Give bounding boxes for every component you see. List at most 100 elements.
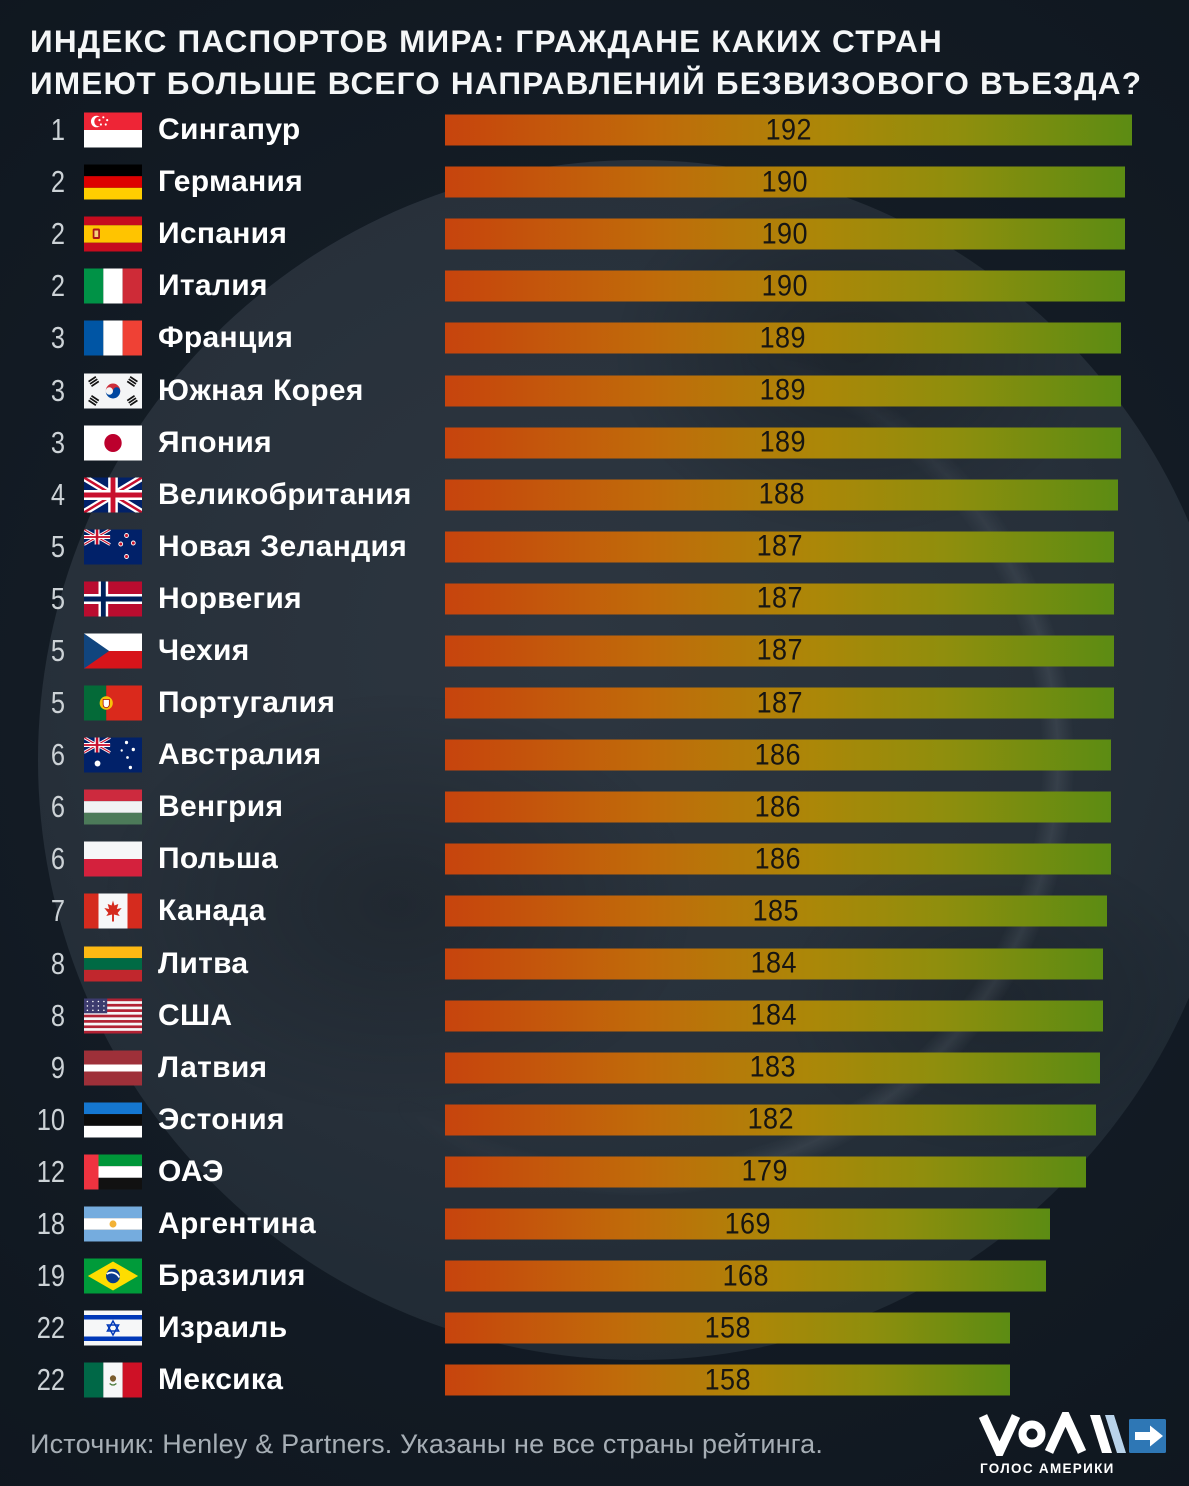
value-label: 169 bbox=[724, 1207, 771, 1241]
value-label: 189 bbox=[759, 373, 807, 407]
rank-label: 2 bbox=[50, 268, 65, 304]
title-line-2: ИМЕЮТ БОЛЬШЕ ВСЕГО НАПРАВЛЕНИЙ БЕЗВИЗОВО… bbox=[30, 65, 1143, 101]
value-label: 186 bbox=[754, 790, 801, 824]
chart-row: 5 Чехия 187 bbox=[0, 625, 1189, 677]
value-label: 185 bbox=[752, 894, 800, 928]
value-bar: 187 bbox=[445, 581, 1115, 615]
flag-ca-icon bbox=[84, 893, 142, 929]
country-label: Испания bbox=[158, 217, 288, 251]
chart-row: 2 Италия 190 bbox=[0, 260, 1189, 312]
flag-pt-icon bbox=[84, 685, 142, 721]
voa-logo-icon bbox=[978, 1412, 1166, 1456]
flag-es-icon bbox=[84, 216, 142, 252]
value-bar: 185 bbox=[445, 894, 1107, 928]
country-label: Бразилия bbox=[158, 1259, 306, 1293]
value-label: 184 bbox=[750, 998, 798, 1032]
flag-gb-icon bbox=[84, 477, 142, 513]
chart-row: 3 Южная Корея 189 bbox=[0, 364, 1189, 416]
value-bar: 158 bbox=[445, 1363, 1011, 1396]
chart-row: 22 Мексика 158 bbox=[0, 1354, 1189, 1406]
rank-label: 22 bbox=[36, 1310, 65, 1346]
rank-label: 2 bbox=[50, 164, 65, 200]
rank-label: 9 bbox=[50, 1049, 65, 1085]
flag-ae-icon bbox=[84, 1154, 142, 1190]
value-label: 168 bbox=[722, 1259, 769, 1293]
chart-row: 8 США 184 bbox=[0, 990, 1189, 1042]
flag-it-icon bbox=[84, 268, 142, 304]
flag-sg-icon bbox=[84, 112, 142, 148]
rank-label: 8 bbox=[50, 945, 65, 981]
country-label: Япония bbox=[158, 425, 272, 459]
source-note: Источник: Henley & Partners. Указаны не … bbox=[30, 1429, 824, 1459]
chart-row: 5 Португалия 187 bbox=[0, 677, 1189, 729]
rank-label: 5 bbox=[50, 528, 65, 564]
value-bar: 168 bbox=[445, 1259, 1047, 1293]
chart-row: 22 Израиль 158 bbox=[0, 1302, 1189, 1354]
chart-row: 3 Франция 189 bbox=[0, 312, 1189, 364]
rank-label: 3 bbox=[50, 372, 65, 408]
rank-label: 3 bbox=[50, 424, 65, 460]
rank-label: 18 bbox=[36, 1206, 65, 1242]
flag-br-icon bbox=[84, 1258, 142, 1294]
country-label: ОАЭ bbox=[158, 1154, 224, 1188]
value-bar: 184 bbox=[445, 998, 1104, 1032]
chart-row: 2 Германия 190 bbox=[0, 156, 1189, 208]
country-label: Португалия bbox=[158, 686, 336, 720]
country-label: Сингапур bbox=[158, 113, 301, 147]
bar-chart: 1 Сингапур 192 2 Германия 190 2 Испания 190 2 Итал… bbox=[0, 104, 1189, 1406]
rank-label: 12 bbox=[36, 1153, 65, 1189]
rank-label: 7 bbox=[50, 893, 65, 929]
country-label: Израиль bbox=[158, 1311, 288, 1345]
value-bar: 187 bbox=[445, 529, 1115, 563]
page-title: ИНДЕКС ПАСПОРТОВ МИРА: ГРАЖДАНЕ КАКИХ СТ… bbox=[30, 20, 1142, 104]
chart-row: 12 ОАЭ 179 bbox=[0, 1146, 1189, 1198]
chart-row: 4 Великобритания 188 bbox=[0, 469, 1189, 521]
value-bar: 184 bbox=[445, 946, 1104, 980]
value-label: 187 bbox=[756, 581, 803, 615]
rank-label: 5 bbox=[50, 632, 65, 668]
flag-kr-icon bbox=[84, 373, 142, 409]
value-bar: 189 bbox=[445, 373, 1122, 407]
rank-label: 10 bbox=[36, 1101, 65, 1137]
voa-caption: ГОЛОС АМЕРИКИ bbox=[980, 1461, 1115, 1476]
value-bar: 188 bbox=[445, 478, 1118, 511]
value-label: 189 bbox=[759, 425, 807, 459]
rank-label: 1 bbox=[50, 112, 65, 148]
flag-hu-icon bbox=[84, 789, 142, 825]
value-bar: 186 bbox=[445, 842, 1111, 876]
value-label: 186 bbox=[754, 842, 801, 876]
chart-row: 6 Польша 186 bbox=[0, 833, 1189, 885]
value-bar: 190 bbox=[445, 165, 1125, 199]
value-bar: 186 bbox=[445, 738, 1111, 772]
flag-de-icon bbox=[84, 164, 142, 200]
flag-jp-icon bbox=[84, 425, 142, 461]
chart-row: 10 Эстония 182 bbox=[0, 1094, 1189, 1146]
value-bar: 189 bbox=[445, 321, 1122, 355]
chart-row: 9 Латвия 183 bbox=[0, 1042, 1189, 1094]
value-label: 189 bbox=[759, 321, 807, 355]
value-bar: 179 bbox=[445, 1154, 1086, 1188]
rank-label: 6 bbox=[50, 789, 65, 825]
country-label: Великобритания bbox=[158, 477, 412, 511]
chart-row: 6 Венгрия 186 bbox=[0, 781, 1189, 833]
flag-pl-icon bbox=[84, 841, 142, 877]
rank-label: 22 bbox=[36, 1362, 65, 1398]
country-label: Аргентина bbox=[158, 1207, 316, 1241]
flag-lt-icon bbox=[84, 946, 142, 982]
country-label: США bbox=[158, 998, 233, 1032]
value-bar: 190 bbox=[445, 217, 1125, 251]
value-bar: 192 bbox=[445, 113, 1132, 146]
value-label: 190 bbox=[761, 217, 809, 251]
value-bar: 183 bbox=[445, 1051, 1100, 1084]
value-label: 184 bbox=[750, 946, 798, 980]
value-label: 187 bbox=[756, 529, 803, 563]
value-label: 190 bbox=[761, 165, 809, 199]
chart-row: 6 Австралия 186 bbox=[0, 729, 1189, 781]
value-label: 186 bbox=[754, 738, 801, 772]
value-label: 179 bbox=[742, 1154, 789, 1188]
flag-au-icon bbox=[84, 737, 142, 773]
country-label: Мексика bbox=[158, 1363, 284, 1397]
country-label: Чехия bbox=[158, 633, 250, 667]
chart-row: 8 Литва 184 bbox=[0, 938, 1189, 990]
